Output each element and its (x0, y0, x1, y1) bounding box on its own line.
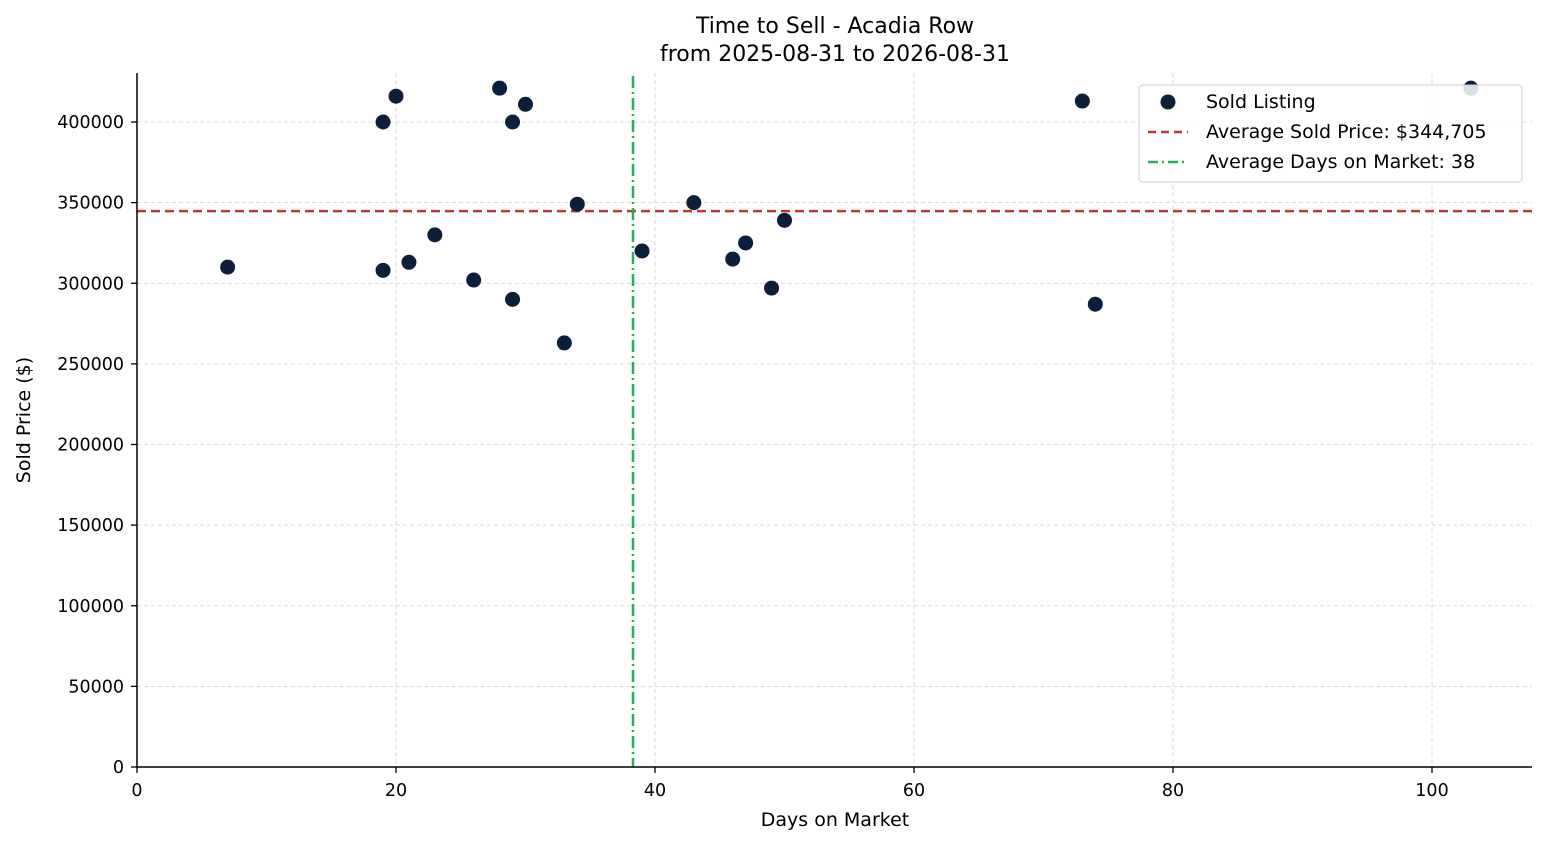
legend-label-avg-days: Average Days on Market: 38 (1206, 151, 1475, 173)
y-axis-ticks: 0 50000 100000 150000 200000 250000 300000 3500… (57, 113, 137, 778)
sold-listing-point (220, 259, 236, 275)
sold-listing-point (505, 114, 521, 130)
legend-label-sold-listing: Sold Listing (1206, 91, 1316, 113)
y-axis-label: Sold Price ($) (13, 357, 35, 483)
sold-listing-point (518, 96, 533, 112)
y-tick-label: 250000 (57, 355, 124, 375)
x-tick-label: 0 (131, 781, 142, 801)
sold-listing-point (738, 235, 754, 251)
legend-label-avg-price: Average Sold Price: $344,705 (1206, 121, 1487, 143)
sold-listing-point (777, 212, 792, 228)
legend: Sold Listing Average Sold Price: $344,70… (1138, 84, 1523, 183)
x-tick-label: 100 (1415, 781, 1448, 801)
sold-listing-point (1074, 93, 1090, 109)
scatter-points (220, 80, 1479, 351)
x-axis-label: Days on Market (761, 809, 909, 831)
sold-listing-point (725, 251, 741, 267)
legend-marker-sold-listing (1160, 94, 1176, 110)
sold-listing-point (686, 195, 702, 211)
y-tick-label: 0 (113, 758, 124, 778)
x-tick-label: 40 (644, 781, 666, 801)
sold-listing-point (388, 88, 404, 104)
y-tick-label: 50000 (68, 677, 124, 697)
x-tick-label: 80 (1162, 781, 1184, 801)
y-tick-label: 350000 (57, 194, 124, 214)
sold-listing-point (505, 291, 521, 307)
y-tick-label: 100000 (57, 597, 124, 617)
y-tick-label: 200000 (57, 436, 124, 456)
sold-listing-point (375, 262, 391, 278)
sold-listing-point (492, 80, 508, 96)
sold-listing-point (427, 227, 443, 243)
sold-listing-point (401, 254, 417, 270)
x-axis-ticks: 0 20 40 60 80 100 (131, 767, 1449, 801)
sold-listing-point (1087, 296, 1103, 312)
reference-lines (137, 76, 1532, 767)
x-tick-label: 20 (385, 781, 407, 801)
sold-listing-point (569, 196, 585, 212)
y-tick-label: 150000 (57, 516, 124, 536)
sold-listing-point (466, 272, 482, 288)
legend-box (1138, 84, 1523, 183)
sold-listing-point (375, 114, 391, 130)
sold-listing-point (764, 280, 780, 296)
y-tick-label: 400000 (57, 113, 124, 133)
chart-subtitle: from 2025-08-31 to 2026-08-31 (660, 42, 1010, 67)
x-tick-label: 60 (903, 781, 925, 801)
y-tick-label: 300000 (57, 274, 124, 294)
sold-listing-point (556, 335, 572, 351)
chart-title: Time to Sell - Acadia Row (695, 14, 974, 39)
sold-listing-point (634, 243, 650, 259)
